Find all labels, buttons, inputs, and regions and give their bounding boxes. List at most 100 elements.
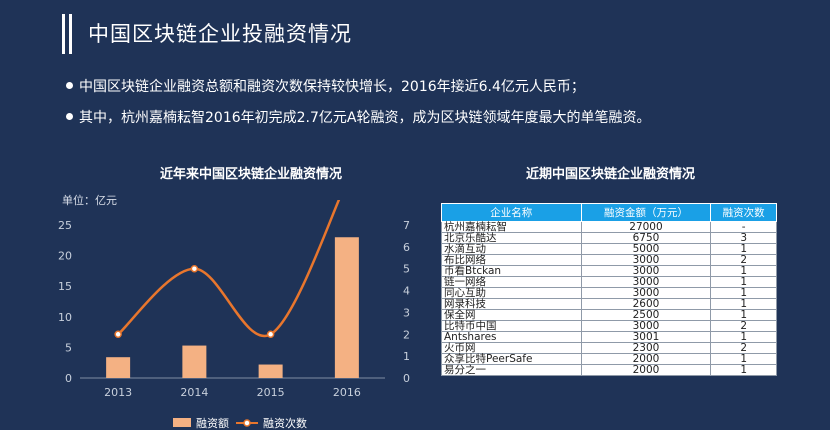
table-row: 杭州嘉楠耘智 27000- — [441, 221, 777, 233]
count-cell: 1 — [710, 331, 777, 343]
count-cell: 2 — [710, 342, 777, 354]
amount-cell: 3000 — [580, 320, 712, 332]
legend-bar-label: 融资额 — [196, 417, 229, 430]
table-row: 水滴互动 5000 1 — [441, 243, 777, 255]
amount-cell: 2500 — [580, 309, 712, 321]
y-right-tick-label: 6 — [403, 241, 410, 254]
y-left-tick-label: 15 — [58, 280, 72, 293]
amount-cell: 2600 — [580, 298, 712, 310]
company-name-cell: 比特币中国 — [441, 320, 582, 332]
bullet-text-2: 其中，杭州嘉楠耘智2016年初完成2.7亿元A轮融资，成为区块链领域年度最大的单… — [79, 110, 651, 126]
x-tick-label: 2016 — [333, 386, 361, 399]
y-left-tick-label: 5 — [65, 341, 72, 354]
count-cell: 2 — [710, 254, 777, 266]
table-row: 币看Btckan 3000 1 — [441, 265, 777, 277]
amount-cell: 3000 — [580, 254, 712, 266]
y-right-tick-label: 5 — [403, 263, 410, 276]
amount-cell: 2000 — [580, 364, 712, 376]
company-name-cell: 杭州嘉楠耘智 — [441, 221, 582, 233]
count-cell: 1 — [710, 353, 777, 365]
amount-cell: 3000 — [580, 276, 712, 288]
x-tick-label: 2013 — [104, 386, 132, 399]
combo-chart: 0 5 10 15 20 25 0 1 2 3 4 5 6 7 2013 2014 2015 2016 融资额 融资次… — [58, 200, 410, 430]
bullet-item-2: 其中，杭州嘉楠耘智2016年初完成2.7亿元A轮融资，成为区块链领域年度最大的单… — [66, 107, 650, 127]
y-left-tick-label: 25 — [58, 219, 72, 232]
table-row: 易分之一 2000 1 — [441, 364, 777, 376]
line-series — [117, 200, 341, 338]
table-header-cell: 企业名称 — [441, 203, 582, 222]
y-right-tick-label: 1 — [403, 350, 410, 363]
y-right-tick-label: 0 — [403, 372, 410, 385]
count-cell: 1 — [710, 265, 777, 277]
amount-cell: 6750 — [580, 232, 712, 244]
company-name-cell: 水滴互动 — [441, 243, 582, 255]
amount-cell: 2000 — [580, 353, 712, 365]
table-row: 火币网 2300 2 — [441, 342, 777, 354]
count-cell: 2 — [710, 320, 777, 332]
table-header-cell: 融资金额（万元） — [580, 203, 712, 222]
amount-cell: 3000 — [580, 287, 712, 299]
financing-table: 企业名称 融资金额（万元） 融资次数 杭州嘉楠耘智 27000- 北京乐酷达 6750 3 水… — [441, 203, 777, 376]
bullet-text-1: 中国区块链企业融资总额和融资次数保持较快增长，2016年接近6.4亿元人民币； — [79, 79, 585, 95]
count-cell: 1 — [710, 287, 777, 299]
line-point — [190, 264, 199, 273]
legend-bar-swatch — [173, 418, 191, 427]
table-row: 网录科技 2600 1 — [441, 298, 777, 310]
bullet-dot-icon — [66, 112, 73, 120]
company-name-cell: 保全网 — [441, 309, 582, 321]
table-header-row: 企业名称 融资金额（万元） 融资次数 — [441, 203, 777, 222]
line-point — [114, 330, 122, 339]
company-name-cell: 网录科技 — [441, 298, 582, 310]
amount-cell: 27000 — [580, 221, 712, 233]
bar — [258, 364, 283, 378]
table-row: 链一网络 3000 1 — [441, 276, 777, 288]
company-name-cell: 众享比特PeerSafe — [441, 353, 582, 365]
table-body: 杭州嘉楠耘智 27000- 北京乐酷达 6750 3 水滴互动 5000 1 布比网络 3000 2… — [441, 221, 777, 376]
table-header-cell: 融资次数 — [710, 203, 777, 222]
table-title: 近期中国区块链企业融资情况 — [526, 167, 696, 182]
bar — [182, 345, 207, 378]
legend-line-marker — [243, 419, 251, 427]
bullet-item-1: 中国区块链企业融资总额和融资次数保持较快增长，2016年接近6.4亿元人民币； — [66, 76, 585, 96]
bar-chart-title: 近年来中国区块链企业融资情况 — [160, 167, 343, 182]
y-left-tick-label: 10 — [58, 311, 72, 324]
legend-line-label: 融资次数 — [263, 416, 307, 430]
company-name-cell: 布比网络 — [441, 254, 582, 266]
count-cell: 3 — [710, 232, 777, 244]
table-row: 保全网 2500 1 — [441, 309, 777, 321]
y-right-tick-label: 2 — [403, 328, 410, 341]
count-cell: 1 — [710, 298, 777, 310]
table-row: 众享比特PeerSafe 2000 1 — [441, 353, 777, 365]
company-name-cell: 易分之一 — [441, 364, 582, 376]
company-name-cell: 北京乐酷达 — [441, 232, 582, 244]
count-cell: 1 — [710, 243, 777, 255]
table-row: 布比网络 3000 2 — [441, 254, 777, 266]
y-right-tick-label: 4 — [403, 285, 410, 298]
amount-cell: 5000 — [580, 243, 712, 255]
amount-cell: 3001 — [580, 331, 712, 343]
page-title: 中国区块链企业投融资情况 — [88, 22, 352, 46]
count-cell: 1 — [710, 364, 777, 376]
count-cell: 1 — [710, 276, 777, 288]
line-point — [266, 330, 275, 339]
unit-label: 单位：亿元 — [62, 194, 117, 207]
table-row: 北京乐酷达 6750 3 — [441, 232, 777, 244]
y-left-tick-label: 0 — [65, 372, 72, 385]
x-tick-label: 2015 — [257, 386, 285, 399]
table-row: 比特币中国 3000 2 — [441, 320, 777, 332]
company-name-cell: Antshares — [441, 331, 582, 343]
y-right-tick-label: 7 — [403, 219, 410, 232]
company-name-cell: 同心互助 — [441, 287, 582, 299]
x-tick-label: 2014 — [180, 386, 208, 399]
company-name-cell: 链一网络 — [441, 276, 582, 288]
company-name-cell: 币看Btckan — [441, 265, 582, 277]
y-right-tick-label: 3 — [403, 306, 410, 319]
amount-cell: 2300 — [580, 342, 712, 354]
bar — [106, 357, 131, 378]
table-row: Antshares 3001 1 — [441, 331, 777, 343]
bullet-dot-icon — [66, 81, 73, 89]
y-left-tick-label: 20 — [58, 250, 72, 263]
amount-cell: 3000 — [580, 265, 712, 277]
table-row: 同心互助 3000 1 — [441, 287, 777, 299]
count-cell: - — [710, 221, 777, 233]
